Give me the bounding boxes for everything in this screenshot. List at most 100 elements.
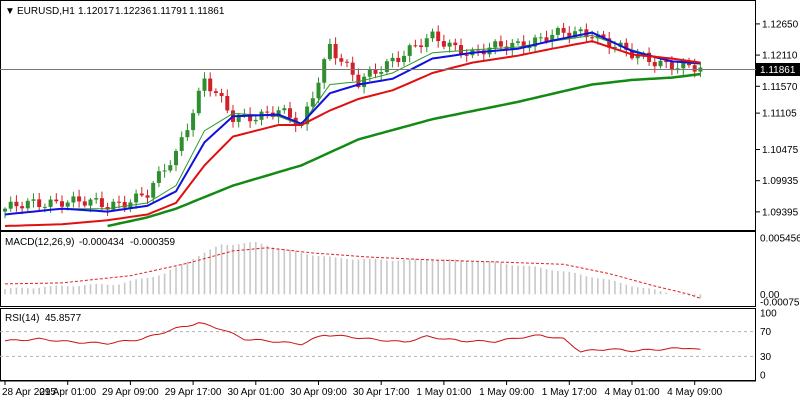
y-axis-ticks: 1.12650 1.12110 1.11570 1.11105 1.10475 1.099… [756, 19, 800, 382]
candle [521, 35, 526, 55]
candle [561, 22, 566, 38]
rsi-y-tick: 30 [760, 352, 772, 363]
moving-averages [4, 31, 701, 228]
x-tick: 30 Apr 01:00 [227, 387, 284, 398]
macd-y-tick: -0.000752 [760, 298, 800, 309]
candle [424, 34, 429, 53]
candle [384, 58, 389, 74]
candle [145, 189, 150, 204]
ma-red-line [4, 40, 701, 227]
candle [533, 34, 538, 52]
price-y-tick: 1.10475 [762, 145, 799, 156]
candle [219, 88, 224, 103]
price-panel-frame [0, 0, 756, 231]
candle [117, 195, 121, 209]
candle [25, 198, 30, 212]
candle [111, 198, 116, 212]
candle [550, 29, 555, 48]
macd-main-value: -0.000434 [79, 237, 124, 248]
candle [493, 39, 498, 55]
candles [3, 22, 703, 219]
candle [248, 107, 253, 128]
fast-ma-line [4, 34, 701, 215]
candle [282, 104, 287, 114]
candle [8, 196, 13, 212]
candle [179, 131, 184, 157]
candle [31, 193, 36, 208]
candle [390, 53, 395, 68]
ohlc-high: 1.12236 [115, 6, 152, 17]
ohlc-close: 1.11861 [189, 6, 225, 17]
price-y-tick: 1.12650 [762, 19, 799, 30]
rsi-y-tick: 0 [760, 371, 766, 382]
candle [333, 37, 338, 65]
candle [265, 105, 270, 119]
candle [71, 191, 76, 208]
macd-histogram [4, 241, 702, 299]
rsi-panel-frame [0, 308, 756, 381]
rsi-value: 45.8577 [45, 313, 82, 324]
x-tick: 30 Apr 09:00 [290, 387, 347, 398]
candle [413, 39, 418, 48]
candle [3, 207, 7, 219]
price-panel-title: EURUSD,H1 [17, 6, 75, 17]
candle [476, 44, 481, 57]
candle [225, 89, 230, 114]
candle [419, 38, 424, 54]
x-tick: 29 Apr 01:00 [39, 387, 96, 398]
macd-y-tick: 0.00 [760, 290, 780, 301]
candle [607, 31, 612, 55]
ohlc-open: 1.12017 [78, 6, 115, 17]
price-y-tick: 1.09395 [762, 207, 799, 218]
candle [675, 61, 680, 74]
candle [162, 163, 167, 178]
rsi-level-lines [0, 331, 756, 357]
macd-signal-path [4, 247, 701, 299]
candle [213, 88, 218, 97]
candle [464, 49, 469, 62]
candle [60, 195, 64, 214]
candle [373, 63, 378, 79]
x-tick: 1 May 09:00 [479, 387, 534, 398]
price-y-tick: 1.11570 [762, 82, 798, 93]
x-tick: 29 Apr 09:00 [102, 387, 159, 398]
candle [37, 192, 42, 211]
candle [14, 195, 19, 212]
macd-title: MACD(12,26,9) [5, 237, 74, 248]
x-tick: 28 Apr 2015 [2, 387, 56, 398]
candle [156, 166, 161, 188]
candle [54, 193, 59, 204]
candle [402, 50, 406, 67]
candle [77, 189, 82, 208]
rsi-y-tick: 70 [760, 327, 772, 338]
rsi-line [4, 322, 701, 353]
candle [567, 26, 572, 44]
candle [168, 160, 173, 173]
candle [498, 35, 503, 50]
candle [259, 109, 264, 126]
price-y-tick: 1.09935 [762, 176, 799, 187]
ohlc-low: 1.11791 [152, 6, 188, 17]
candle [270, 106, 275, 120]
x-tick: 1 May 17:00 [542, 387, 597, 398]
price-panel-header-arrow: ▼ [5, 6, 15, 17]
x-tick: 30 Apr 17:00 [353, 387, 410, 398]
candle [430, 28, 435, 42]
candle [196, 87, 201, 116]
candle [105, 202, 110, 216]
candle [316, 77, 321, 104]
candle [339, 53, 344, 67]
candle [407, 43, 412, 63]
x-tick: 4 May 09:00 [667, 387, 722, 398]
candle [202, 72, 207, 97]
candle [253, 115, 258, 125]
candle [208, 72, 213, 97]
candle [555, 26, 560, 39]
last-price-box [756, 63, 800, 76]
candle [134, 189, 139, 209]
last-price-label: 1.11861 [760, 65, 796, 76]
price-y-tick: 1.12110 [762, 51, 798, 62]
candle [327, 38, 332, 62]
